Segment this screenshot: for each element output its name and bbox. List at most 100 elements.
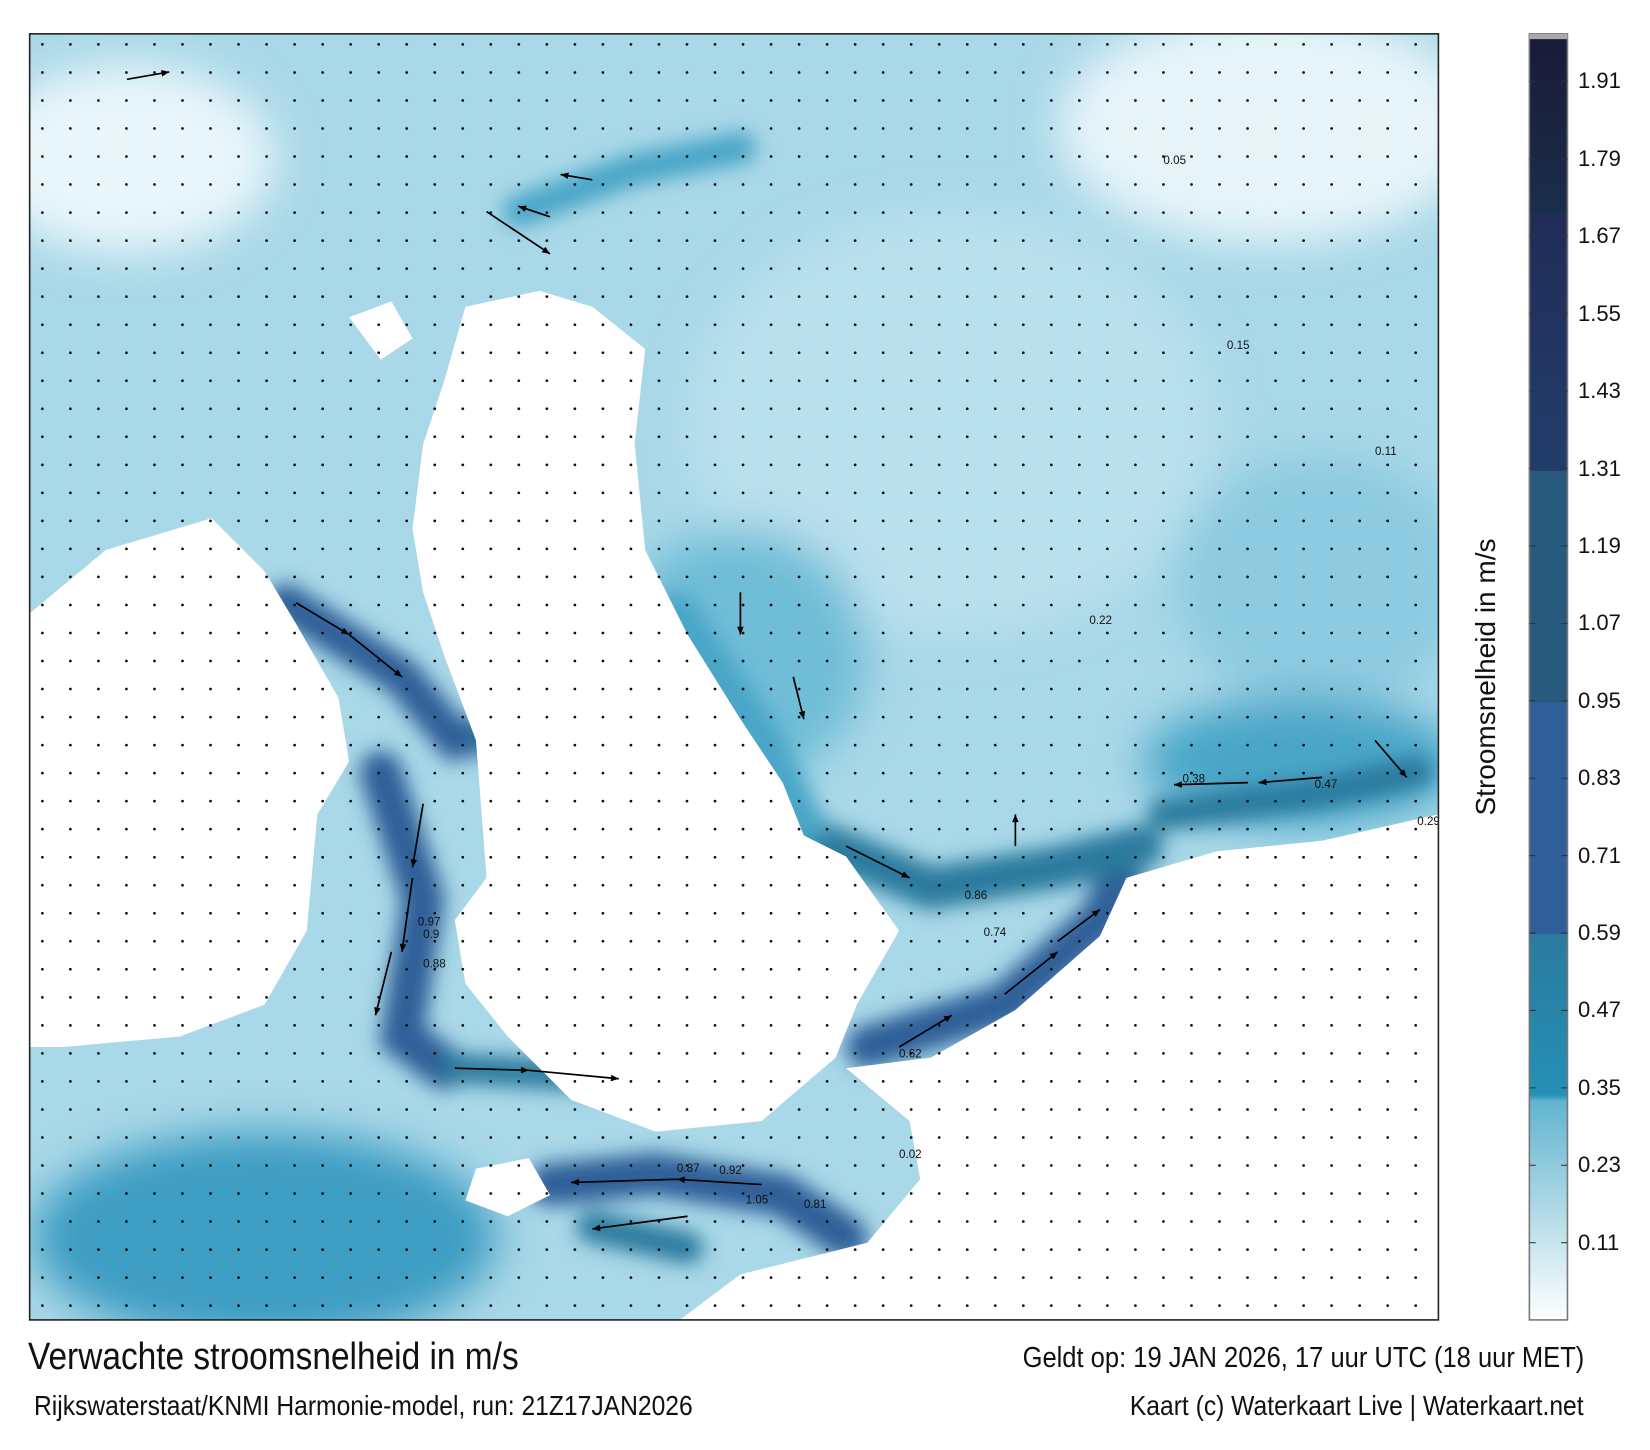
vector-dot (741, 491, 745, 495)
vector-dot (1218, 995, 1221, 999)
vector-dot (125, 1136, 128, 1139)
vector-dot (461, 491, 465, 495)
vector-dot (517, 267, 521, 271)
vector-dot (40, 687, 44, 691)
vector-dot (1077, 1304, 1081, 1308)
vector-dot (265, 827, 268, 831)
vector-dot (517, 1248, 521, 1251)
vector-dot (965, 351, 969, 355)
vector-dot (377, 659, 381, 663)
vector-dot (349, 71, 353, 74)
vector-dot (209, 911, 212, 915)
vector-dot (685, 631, 689, 635)
vector-dot (1274, 127, 1277, 130)
vector-dot (993, 855, 997, 859)
current-arrow (560, 172, 593, 181)
vector-dot (517, 99, 521, 102)
vector-dot (657, 155, 661, 158)
vector-dot (1049, 1192, 1053, 1195)
vector-dot (69, 771, 72, 775)
vector-dot (433, 99, 437, 102)
vector-dot (40, 379, 44, 383)
vector-dot (1077, 743, 1081, 747)
vector-dot (1190, 323, 1193, 327)
vector-dot (713, 967, 717, 971)
vector-dot (1134, 239, 1137, 242)
vector-dot (629, 547, 633, 551)
vector-dot (293, 883, 296, 887)
vector-dot (769, 659, 773, 663)
vector-dot (405, 939, 409, 943)
vector-dot (1386, 295, 1390, 299)
vector-dot (1302, 883, 1305, 887)
vector-dot (69, 99, 72, 102)
vector-dot (1162, 295, 1165, 299)
vector-dot (181, 407, 184, 411)
vector-dot (657, 379, 661, 383)
vector-dot (237, 463, 240, 467)
vector-dot (153, 715, 156, 719)
vector-dot (1049, 407, 1053, 411)
vector-dot (1190, 519, 1193, 523)
vector-dot (1077, 1023, 1081, 1027)
vector-dot (237, 715, 240, 719)
vector-dot (1218, 743, 1221, 747)
vector-dot (1246, 1164, 1249, 1167)
vector-dot (1134, 575, 1137, 579)
vector-dot (1049, 1052, 1053, 1055)
vector-dot (825, 43, 829, 46)
vector-dot (1021, 631, 1025, 635)
vector-dot (405, 967, 409, 971)
vector-dot (181, 519, 184, 523)
vector-dot (97, 1276, 100, 1279)
vector-dot (69, 127, 72, 130)
vector-dot (517, 1136, 521, 1139)
vector-dot (1274, 715, 1277, 719)
vector-dot (629, 995, 633, 999)
vector-dot (825, 1164, 829, 1167)
vector-dot (1021, 603, 1025, 607)
vector-dot (1330, 1220, 1333, 1223)
vector-dot (1049, 855, 1053, 859)
vector-dot (433, 743, 437, 747)
vector-dot (685, 995, 689, 999)
vector-dot (1077, 407, 1081, 411)
value-label: 0.86 (965, 889, 988, 902)
vector-dot (825, 1080, 829, 1083)
vector-dot (461, 1248, 465, 1251)
vector-dot (209, 1136, 212, 1139)
vector-dot (937, 1192, 941, 1195)
vector-dot (993, 547, 997, 551)
vector-dot (97, 239, 100, 242)
vector-dot (1106, 743, 1109, 747)
vector-dot (209, 1276, 212, 1279)
vector-dot (293, 155, 296, 158)
vector-dot (993, 211, 997, 214)
vector-dot (741, 407, 745, 411)
vector-dot (741, 1108, 745, 1111)
vector-dot (461, 127, 465, 130)
vector-dot (1274, 1304, 1277, 1308)
vector-dot (265, 1304, 268, 1308)
vector-dot (881, 183, 885, 186)
vector-dot (265, 967, 268, 971)
vector-dot (769, 1052, 773, 1055)
vector-dot (797, 911, 801, 915)
vector-dot (209, 1192, 212, 1195)
vector-dot (601, 211, 605, 214)
vector-dot (1021, 827, 1025, 831)
vector-dot (1134, 1220, 1137, 1223)
vector-dot (405, 211, 409, 214)
vector-dot (97, 547, 100, 551)
vector-dot (237, 127, 240, 130)
vector-dot (993, 939, 997, 943)
vector-dot (69, 351, 72, 355)
vector-dot (1049, 1304, 1053, 1308)
vector-dot (1134, 1052, 1137, 1055)
vector-dot (1049, 631, 1053, 635)
vector-dot (685, 799, 689, 803)
vector-dot (629, 575, 633, 579)
vector-dot (69, 883, 72, 887)
vector-dot (965, 99, 969, 102)
vector-dot (433, 1276, 437, 1279)
